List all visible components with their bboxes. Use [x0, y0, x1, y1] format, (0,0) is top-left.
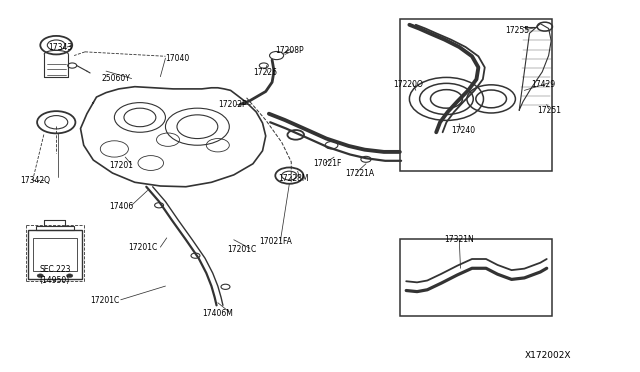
Bar	[28, 231, 82, 279]
Text: 17220O: 17220O	[394, 80, 423, 89]
Text: SEC.223: SEC.223	[39, 265, 70, 274]
Text: 17201C: 17201C	[129, 243, 157, 251]
Text: 17255: 17255	[505, 26, 529, 35]
Text: 17342Q: 17342Q	[20, 176, 50, 185]
Text: 17201C: 17201C	[227, 244, 257, 253]
Text: 17228M: 17228M	[278, 174, 309, 183]
Text: 17406M: 17406M	[202, 310, 233, 318]
Bar	[400, 19, 552, 171]
Text: X172002X: X172002X	[524, 351, 571, 360]
Text: 17406: 17406	[109, 202, 134, 211]
Text: 17021F: 17021F	[314, 159, 342, 168]
Text: 17226: 17226	[253, 68, 277, 77]
Text: 17343: 17343	[49, 42, 73, 51]
Bar	[36, 226, 74, 231]
Bar	[33, 238, 77, 271]
Text: 17429: 17429	[531, 80, 555, 89]
Circle shape	[37, 274, 44, 278]
Text: 17202P: 17202P	[218, 100, 246, 109]
Text: 17040: 17040	[166, 54, 189, 62]
Text: 25060Y: 25060Y	[102, 74, 131, 83]
Text: 17201C: 17201C	[90, 296, 119, 305]
Text: 17240: 17240	[451, 126, 475, 135]
Text: 17321N: 17321N	[445, 235, 474, 244]
Text: 17221A: 17221A	[346, 169, 374, 177]
Text: 17021FA: 17021FA	[259, 237, 292, 246]
Bar	[400, 239, 552, 317]
Circle shape	[67, 274, 73, 278]
Text: 17251: 17251	[537, 106, 561, 115]
Text: 17201: 17201	[109, 161, 133, 170]
Text: (14950): (14950)	[39, 276, 69, 285]
Text: 17208P: 17208P	[275, 46, 304, 55]
